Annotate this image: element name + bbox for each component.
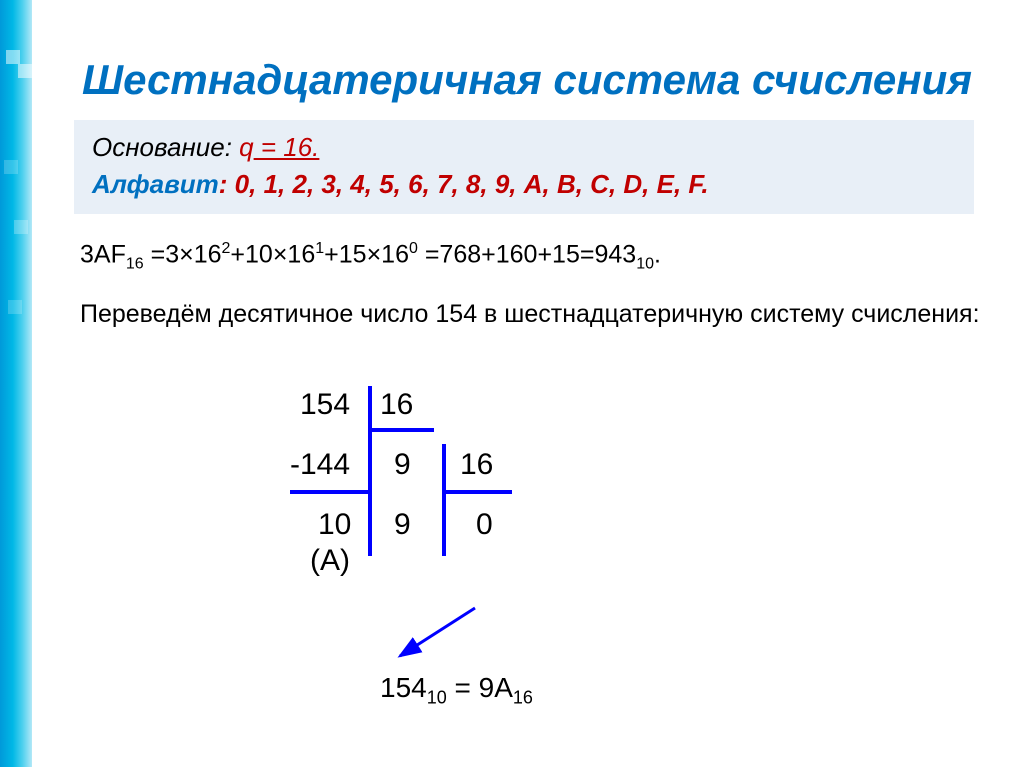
info-box: Основание: q = 16. Алфавит: 0, 1, 2, 3, … (74, 120, 974, 214)
arrow-icon (380, 600, 500, 670)
vline-1 (368, 386, 372, 556)
alphabet-label: Алфавит (92, 169, 219, 199)
expansion-formula: 3AF16 =3×162+10×161+15×160 =768+160+15=9… (80, 240, 661, 273)
remainder-0: 0 (476, 508, 493, 542)
dividend-154: 154 (300, 388, 350, 422)
vline-2 (442, 444, 446, 556)
remainder-10: 10 (318, 508, 351, 542)
result-equation: 15410 = 9A16 (380, 672, 533, 709)
hline-sub (290, 490, 368, 494)
q-var: q (239, 132, 253, 162)
quotient-9-a: 9 (394, 448, 411, 482)
alphabet-line: Алфавит: 0, 1, 2, 3, 4, 5, 6, 7, 8, 9, A… (92, 169, 956, 200)
hline-1 (368, 428, 434, 432)
base-line: Основание: q = 16. (92, 132, 956, 163)
base-label: Основание (92, 132, 225, 162)
remainder-A: (A) (310, 544, 350, 578)
hline-2 (442, 490, 512, 494)
page-title: Шестнадцатеричная система счисления (50, 56, 1004, 104)
quotient-9-b: 9 (394, 508, 411, 542)
minus-144: -144 (290, 448, 350, 482)
alphabet-values: : 0, 1, 2, 3, 4, 5, 6, 7, 8, 9, A, B, C,… (219, 169, 709, 199)
long-division: 154 16 -144 9 16 10 9 0 (A) (290, 378, 630, 638)
sidebar-decoration (0, 0, 32, 767)
q-value: = 16. (254, 132, 320, 162)
task-text: Переведём десятичное число 154 в шестнад… (80, 298, 980, 331)
divisor-16-b: 16 (460, 448, 493, 482)
divisor-16-a: 16 (380, 388, 413, 422)
